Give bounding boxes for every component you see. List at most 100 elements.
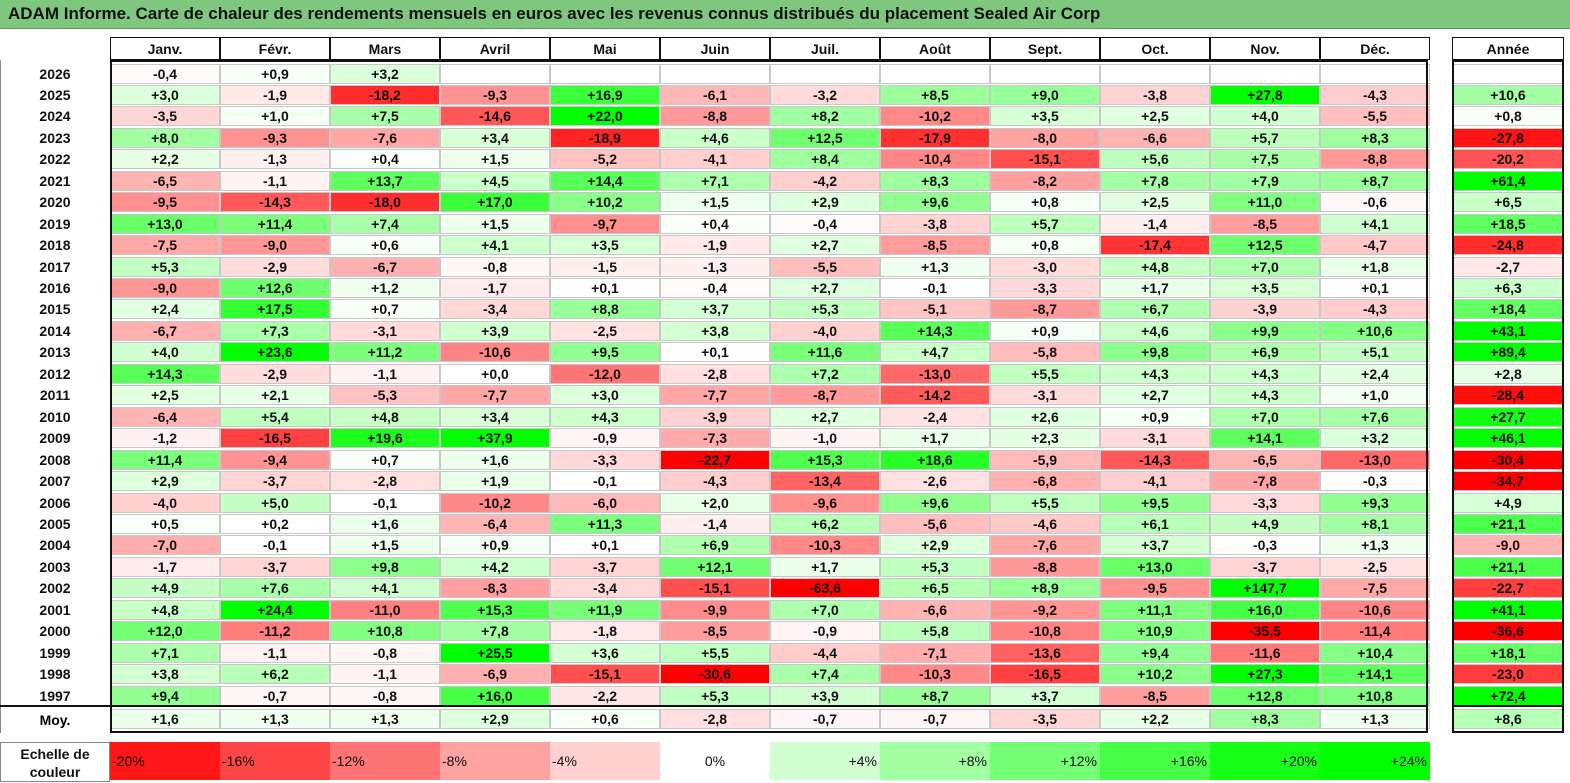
month-cell: +10,2 xyxy=(1100,664,1210,685)
year-label: 2010 xyxy=(39,408,71,425)
month-cell: +6,5 xyxy=(880,578,990,599)
month-cell: +5,0 xyxy=(220,492,330,513)
average-cell: +8,3 xyxy=(1210,709,1320,729)
annual-cell: +2,8 xyxy=(1452,363,1564,384)
annual-cell: +0,8 xyxy=(1452,106,1564,127)
annual-cell: +21,1 xyxy=(1452,556,1564,577)
month-cell: -8,7 xyxy=(770,385,880,406)
month-cell: -5,2 xyxy=(550,149,660,170)
month-cell: -8,3 xyxy=(440,578,550,599)
month-cell: -14,6 xyxy=(440,106,550,127)
annual-cell: +43,1 xyxy=(1452,320,1564,341)
month-cell: -7,1 xyxy=(880,642,990,663)
year-label: 2018 xyxy=(39,237,71,254)
month-cell: -6,0 xyxy=(550,492,660,513)
month-cell: +4,0 xyxy=(1210,106,1320,127)
year-header: Année xyxy=(1452,37,1564,60)
month-cell: -13,4 xyxy=(770,471,880,492)
month-cell: -3,0 xyxy=(990,256,1100,277)
month-cell xyxy=(550,63,660,84)
month-cell: +1,8 xyxy=(1320,256,1430,277)
month-cell: +7,8 xyxy=(440,621,550,642)
average-cell: +1,6 xyxy=(110,709,220,729)
month-cell: +12,5 xyxy=(1210,235,1320,256)
month-header: Mars xyxy=(330,37,440,60)
month-cell: +4,5 xyxy=(440,170,550,191)
month-header: Juil. xyxy=(770,37,880,60)
month-cell: +7,8 xyxy=(1100,170,1210,191)
month-cell: +37,9 xyxy=(440,428,550,449)
month-cell: +1,6 xyxy=(330,513,440,534)
month-cell: -1,4 xyxy=(1100,213,1210,234)
month-cell: +0,7 xyxy=(330,299,440,320)
month-cell: -2,8 xyxy=(660,363,770,384)
month-cell: +9,8 xyxy=(330,556,440,577)
month-cell: -18,0 xyxy=(330,192,440,213)
month-cell: +7,6 xyxy=(1320,406,1430,427)
month-cell: -8,5 xyxy=(660,621,770,642)
month-cell: +8,8 xyxy=(550,299,660,320)
month-cell: +4,8 xyxy=(1100,256,1210,277)
month-cell: -11,0 xyxy=(330,599,440,620)
month-cell: +0,9 xyxy=(440,535,550,556)
month-cell: -15,1 xyxy=(550,664,660,685)
month-cell: +13,0 xyxy=(110,213,220,234)
month-cell: +18,6 xyxy=(880,449,990,470)
month-cell xyxy=(1100,63,1210,84)
month-cell: -0,9 xyxy=(550,428,660,449)
month-cell: -0,8 xyxy=(440,256,550,277)
month-cell: -3,4 xyxy=(440,299,550,320)
month-cell: -8,5 xyxy=(1210,213,1320,234)
month-cell: +9,6 xyxy=(880,492,990,513)
annual-cell: +27,7 xyxy=(1452,406,1564,427)
month-cell: -2,2 xyxy=(550,685,660,706)
annual-cell: +41,1 xyxy=(1452,599,1564,620)
month-cell: +2,1 xyxy=(220,385,330,406)
month-cell: +3,4 xyxy=(440,127,550,148)
annual-cell: -36,6 xyxy=(1452,621,1564,642)
average-annual-cell: +8,6 xyxy=(1452,709,1564,729)
average-cell: +1,3 xyxy=(330,709,440,729)
month-cell: +7,0 xyxy=(1210,256,1320,277)
annual-cell: +46,1 xyxy=(1452,428,1564,449)
month-cell: +13,7 xyxy=(330,170,440,191)
month-cell: -4,3 xyxy=(1320,299,1430,320)
month-cell: -6,9 xyxy=(440,664,550,685)
month-cell: +4,3 xyxy=(1210,363,1320,384)
month-cell: -18,9 xyxy=(550,127,660,148)
month-cell: -0,1 xyxy=(880,278,990,298)
month-cell: +9,4 xyxy=(110,685,220,706)
month-cell: +3,9 xyxy=(440,320,550,341)
month-cell: +2,5 xyxy=(110,385,220,406)
month-cell: +12,8 xyxy=(1210,685,1320,706)
month-header: Août xyxy=(880,37,990,60)
month-cell: -3,7 xyxy=(1210,556,1320,577)
month-cell: -5,3 xyxy=(330,385,440,406)
month-cell: -0,4 xyxy=(770,213,880,234)
annual-cell xyxy=(1452,63,1564,84)
month-cell: +1,5 xyxy=(660,192,770,213)
month-cell: +3,7 xyxy=(660,299,770,320)
year-label: 2004 xyxy=(39,537,71,554)
month-cell: -12,0 xyxy=(550,363,660,384)
month-cell: -6,5 xyxy=(110,170,220,191)
month-cell: +5,6 xyxy=(1100,149,1210,170)
month-cell: -22,7 xyxy=(660,449,770,470)
month-cell: +5,1 xyxy=(1320,342,1430,363)
month-cell: -3,7 xyxy=(550,556,660,577)
month-cell: +8,0 xyxy=(110,127,220,148)
month-cell: +1,0 xyxy=(220,106,330,127)
average-cell: +2,2 xyxy=(1100,709,1210,729)
month-cell: +12,6 xyxy=(220,278,330,298)
month-cell: -1,3 xyxy=(660,256,770,277)
month-cell: +5,5 xyxy=(990,363,1100,384)
year-label: 2007 xyxy=(39,473,71,490)
month-cell: -9,0 xyxy=(110,278,220,298)
month-cell: +3,8 xyxy=(660,320,770,341)
month-cell: -1,2 xyxy=(110,428,220,449)
month-cell: +2,0 xyxy=(660,492,770,513)
month-cell: +4,1 xyxy=(440,235,550,256)
month-cell xyxy=(770,63,880,84)
month-cell: -6,6 xyxy=(880,599,990,620)
month-cell: +5,3 xyxy=(770,299,880,320)
